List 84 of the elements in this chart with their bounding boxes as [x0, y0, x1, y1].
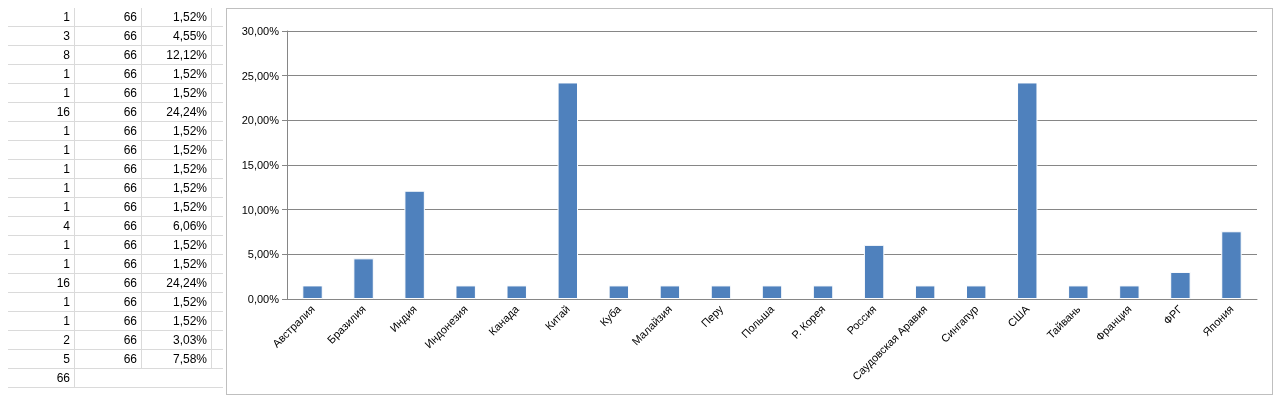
- y-tick-label: 25,00%: [241, 69, 280, 82]
- text: 66: [75, 84, 142, 102]
- bar: [1119, 285, 1140, 299]
- text: 66: [75, 236, 142, 254]
- bar: [1170, 271, 1191, 299]
- text: 12,12%: [142, 46, 212, 64]
- text: 66: [75, 160, 142, 178]
- bar: [1221, 231, 1242, 299]
- text: 1: [8, 312, 75, 330]
- text: 8: [8, 46, 75, 64]
- text: 1: [8, 84, 75, 102]
- text: 1,52%: [142, 179, 212, 197]
- text: 1: [8, 179, 75, 197]
- bar: [914, 285, 936, 299]
- y-tick-label: 20,00%: [241, 114, 280, 127]
- text: 1,52%: [142, 65, 212, 83]
- text: 1,52%: [142, 160, 212, 178]
- y-tick-label: 5,00%: [247, 248, 280, 261]
- bar: [710, 285, 732, 299]
- text: 1,52%: [142, 84, 212, 102]
- text: 6,06%: [142, 217, 212, 235]
- y-tick-label: 0,00%: [247, 293, 280, 305]
- text: 66: [75, 331, 142, 349]
- text: 66: [75, 65, 142, 83]
- text: 66: [75, 217, 142, 235]
- text: 4,55%: [142, 27, 212, 45]
- text: 1,52%: [142, 236, 212, 254]
- text: 66: [75, 103, 142, 121]
- bar: [966, 285, 987, 299]
- y-tick-label: 15,00%: [241, 159, 280, 171]
- text: 1,52%: [142, 198, 212, 216]
- text: 66: [75, 293, 142, 311]
- text: 66: [75, 27, 142, 45]
- text: 4: [8, 217, 75, 235]
- text: 1: [8, 236, 75, 254]
- bar: [353, 258, 374, 299]
- y-tick-label: 30,00%: [241, 25, 280, 37]
- text: 1: [8, 8, 75, 26]
- text: 1: [8, 198, 75, 216]
- text: 66: [75, 274, 142, 292]
- text: 1,52%: [142, 8, 212, 26]
- text: 5: [8, 350, 75, 368]
- text: 3,03%: [142, 331, 212, 349]
- text: 66: [75, 8, 142, 26]
- text: 1,52%: [142, 312, 212, 330]
- text: 66: [75, 312, 142, 330]
- text: 66: [75, 255, 142, 273]
- text: 1: [8, 160, 75, 178]
- text: 1,52%: [142, 122, 212, 140]
- text: 16: [8, 103, 75, 121]
- bar: [761, 285, 783, 299]
- bar: [506, 285, 527, 299]
- bar: [863, 244, 885, 299]
- text: 1: [8, 141, 75, 159]
- bar: [455, 285, 476, 299]
- y-tick-label: 10,00%: [241, 203, 280, 216]
- text: 1,52%: [142, 141, 212, 159]
- text: 1,52%: [142, 293, 212, 311]
- text: 1: [8, 293, 75, 311]
- bar: [1068, 285, 1089, 299]
- bar: [1017, 82, 1038, 299]
- text: 66: [8, 369, 75, 387]
- text: 24,24%: [142, 103, 212, 121]
- text: 66: [75, 179, 142, 197]
- text: 1: [8, 255, 75, 273]
- text: 3: [8, 27, 75, 45]
- bar: [659, 285, 681, 299]
- bar: [302, 285, 323, 299]
- text: 24,24%: [142, 274, 212, 292]
- text: 66: [75, 141, 142, 159]
- text: 66: [75, 122, 142, 140]
- text: 2: [8, 331, 75, 349]
- text: 66: [75, 198, 142, 216]
- text: 7,58%: [142, 350, 212, 368]
- bar: [608, 285, 630, 299]
- bar: [812, 285, 834, 299]
- text: 1,52%: [142, 255, 212, 273]
- text: 1: [8, 65, 75, 83]
- bar: [557, 82, 578, 299]
- text: 16: [8, 274, 75, 292]
- text: 66: [75, 46, 142, 64]
- text: 1: [8, 122, 75, 140]
- bar: [404, 190, 425, 299]
- text: 66: [75, 350, 142, 368]
